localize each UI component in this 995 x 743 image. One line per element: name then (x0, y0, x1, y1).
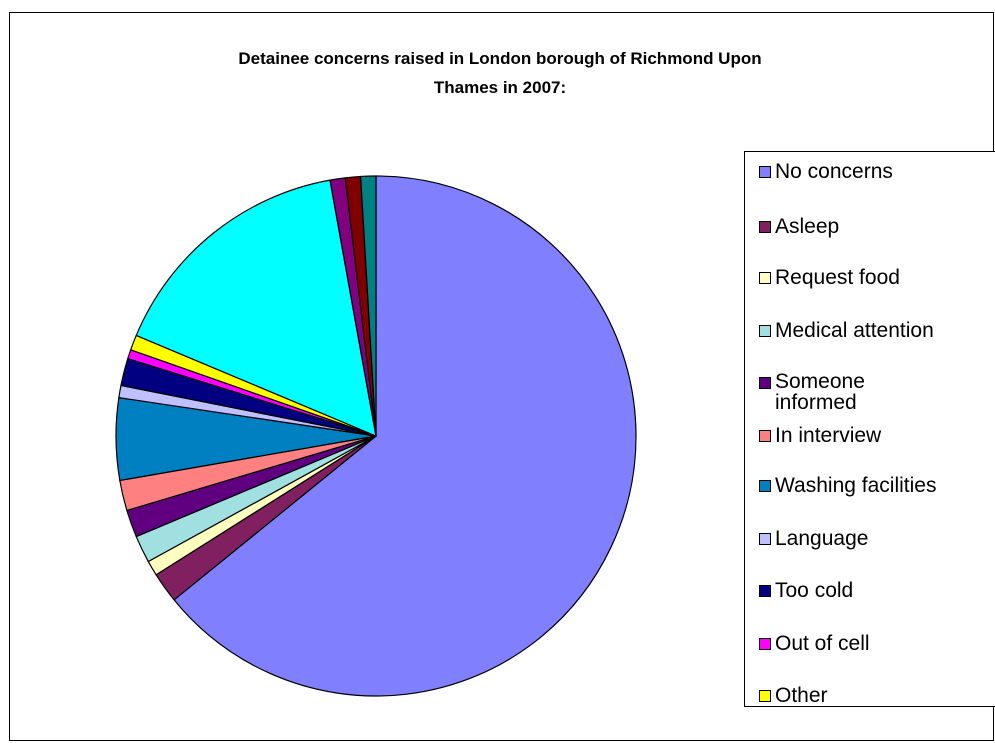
legend-item-in-interview: In interview (759, 424, 985, 448)
chart-title: Detainee concerns raised in London borou… (100, 44, 900, 102)
legend-item-request-food: Request food (759, 266, 985, 290)
pie-slices (115, 175, 637, 697)
pie-slice-no-concerns (173, 175, 637, 697)
legend-swatch (759, 377, 771, 389)
chart-title-line-1: Detainee concerns raised in London borou… (238, 49, 762, 68)
legend-label: Someone informed (775, 370, 865, 414)
legend-swatch (759, 325, 771, 337)
legend-label: Too cold (775, 579, 854, 602)
legend-swatch (759, 638, 771, 650)
legend-swatch (759, 221, 771, 233)
legend-swatch (759, 480, 771, 492)
legend-item-no-concerns: No concerns (759, 160, 985, 184)
legend-swatch (759, 430, 771, 442)
legend: No concerns Asleep Request food Medical att… (744, 151, 995, 707)
legend-label: Language (775, 527, 869, 550)
legend-swatch (759, 166, 771, 178)
legend-item-washing-facilities: Washing facilities (759, 474, 985, 498)
legend-swatch (759, 533, 771, 545)
legend-item-language: Language (759, 527, 985, 551)
legend-label: Medical attention (775, 319, 934, 342)
legend-label: In interview (775, 424, 882, 447)
legend-label: Washing facilities (775, 474, 937, 497)
pie-slice-unlabeled-14 (360, 175, 377, 437)
legend-item-asleep: Asleep (759, 215, 985, 239)
legend-swatch (759, 272, 771, 284)
pie-slice-unlabeled-11 (135, 179, 377, 437)
legend-swatch (759, 690, 771, 702)
legend-label: Out of cell (775, 632, 870, 655)
legend-item-too-cold: Too cold (759, 579, 985, 603)
legend-label: Other (775, 684, 828, 707)
legend-item-out-of-cell: Out of cell (759, 632, 985, 656)
legend-label: Asleep (775, 215, 840, 238)
legend-label: Request food (775, 266, 900, 289)
chart-title-line-2: Thames in 2007: (433, 78, 567, 97)
legend-swatch (759, 585, 771, 597)
legend-label: No concerns (775, 160, 893, 183)
legend-item-someone-informed: Someone informed (759, 371, 905, 413)
legend-item-medical-attention: Medical attention (759, 319, 985, 343)
legend-item-other: Other (759, 684, 985, 707)
